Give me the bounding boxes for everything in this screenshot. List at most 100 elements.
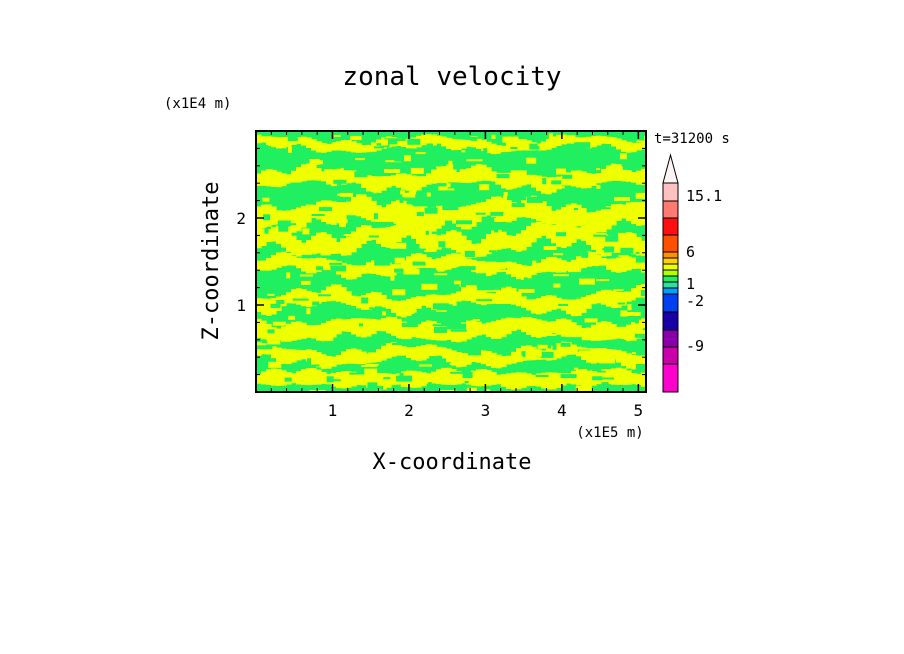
contour-patch: [361, 297, 369, 304]
contour-patch: [291, 321, 297, 341]
contour-patch: [306, 204, 312, 223]
contour-patch: [560, 374, 577, 379]
contour-patch: [411, 206, 428, 213]
contour-patch: [476, 299, 493, 302]
contour-patch: [301, 322, 307, 339]
contour-patch: [296, 349, 302, 361]
contour-patch: [290, 182, 307, 187]
contour-patch: [641, 201, 646, 226]
contour-patch: [356, 227, 362, 249]
contour-patch: [337, 193, 351, 196]
contour-patch: [636, 373, 642, 385]
contour-patch: [381, 345, 387, 361]
y-tick-label: 1: [236, 296, 246, 315]
contour-patch: [424, 250, 432, 253]
contour-patch: [368, 352, 382, 359]
contour-patch: [476, 202, 482, 223]
contour-patch: [579, 278, 595, 285]
contour-patch: [635, 297, 646, 302]
contour-patch: [496, 319, 502, 339]
contour-field: [256, 131, 646, 392]
contour-patch: [591, 173, 597, 186]
contour-patch: [578, 350, 592, 353]
contour-patch: [432, 324, 443, 327]
contour-patch: [311, 214, 325, 216]
contour-patch: [479, 184, 490, 191]
contour-patch: [523, 277, 528, 284]
contour-patch: [623, 176, 634, 181]
contour-patch: [506, 143, 512, 152]
contour-patch: [477, 286, 494, 291]
contour-patch: [498, 263, 506, 270]
contour-patch: [401, 346, 407, 356]
contour-patch: [473, 145, 487, 148]
contour-patch: [336, 168, 342, 186]
contour-patch: [491, 293, 497, 304]
contour-patch: [446, 254, 452, 270]
contour-patch: [374, 146, 384, 149]
contour-patch: [256, 173, 262, 186]
contour-patch: [638, 150, 646, 153]
contour-patch: [506, 235, 512, 249]
contour-patch: [495, 345, 500, 352]
contour-patch: [521, 265, 527, 280]
contour-patch: [401, 222, 407, 238]
contour-patch: [434, 273, 448, 276]
contour-patch: [591, 203, 599, 208]
contour-patch: [466, 258, 472, 268]
contour-patch: [616, 138, 622, 150]
contour-patch: [311, 326, 317, 339]
contour-patch: [618, 255, 629, 258]
contour-patch: [296, 207, 302, 232]
contour-patch: [496, 145, 502, 154]
contour-patch: [546, 342, 554, 345]
contour-patch: [511, 202, 517, 221]
contour-patch: [531, 265, 537, 276]
contour-patch: [351, 170, 357, 183]
contour-patch: [326, 335, 334, 342]
contour-patch: [436, 135, 442, 144]
contour-patch: [540, 211, 548, 218]
contour-patch: [566, 342, 572, 355]
contour-patch: [531, 222, 537, 243]
contour-patch: [486, 389, 491, 392]
contour-patch: [416, 346, 422, 362]
contour-patch: [401, 173, 407, 190]
contour-patch: [531, 299, 537, 314]
contour-patch: [438, 241, 446, 248]
contour-patch: [556, 372, 562, 388]
contour-patch: [261, 228, 267, 246]
contour-patch: [366, 196, 372, 221]
contour-patch: [621, 166, 627, 182]
contour-patch: [441, 347, 447, 359]
contour-patch: [346, 236, 352, 256]
contour-patch: [321, 354, 327, 369]
contour-patch: [391, 374, 397, 386]
contour-patch: [526, 345, 532, 361]
contour-patch: [531, 174, 537, 188]
contour-patch: [286, 292, 292, 304]
contour-patch: [331, 238, 337, 254]
contour-patch: [506, 172, 512, 190]
contour-patch: [609, 198, 617, 201]
contour-patch: [459, 342, 470, 347]
contour-patch: [401, 300, 407, 318]
contour-patch: [631, 201, 637, 225]
contour-patch: [586, 327, 592, 341]
contour-patch: [466, 387, 477, 392]
contour-patch: [576, 170, 582, 188]
contour-patch: [386, 343, 392, 359]
contour-patch: [300, 172, 317, 177]
contour-patch: [596, 211, 610, 218]
contour-patch: [641, 142, 646, 150]
contour-patch: [606, 258, 612, 270]
contour-patch: [486, 234, 492, 255]
contour-patch: [545, 380, 555, 382]
contour-patch: [396, 300, 402, 317]
contour-patch: [336, 355, 342, 365]
contour-patch: [419, 242, 433, 249]
contour-patch: [601, 369, 618, 372]
contour-patch: [266, 169, 272, 187]
contour-patch: [326, 259, 332, 269]
contour-patch: [367, 382, 378, 389]
